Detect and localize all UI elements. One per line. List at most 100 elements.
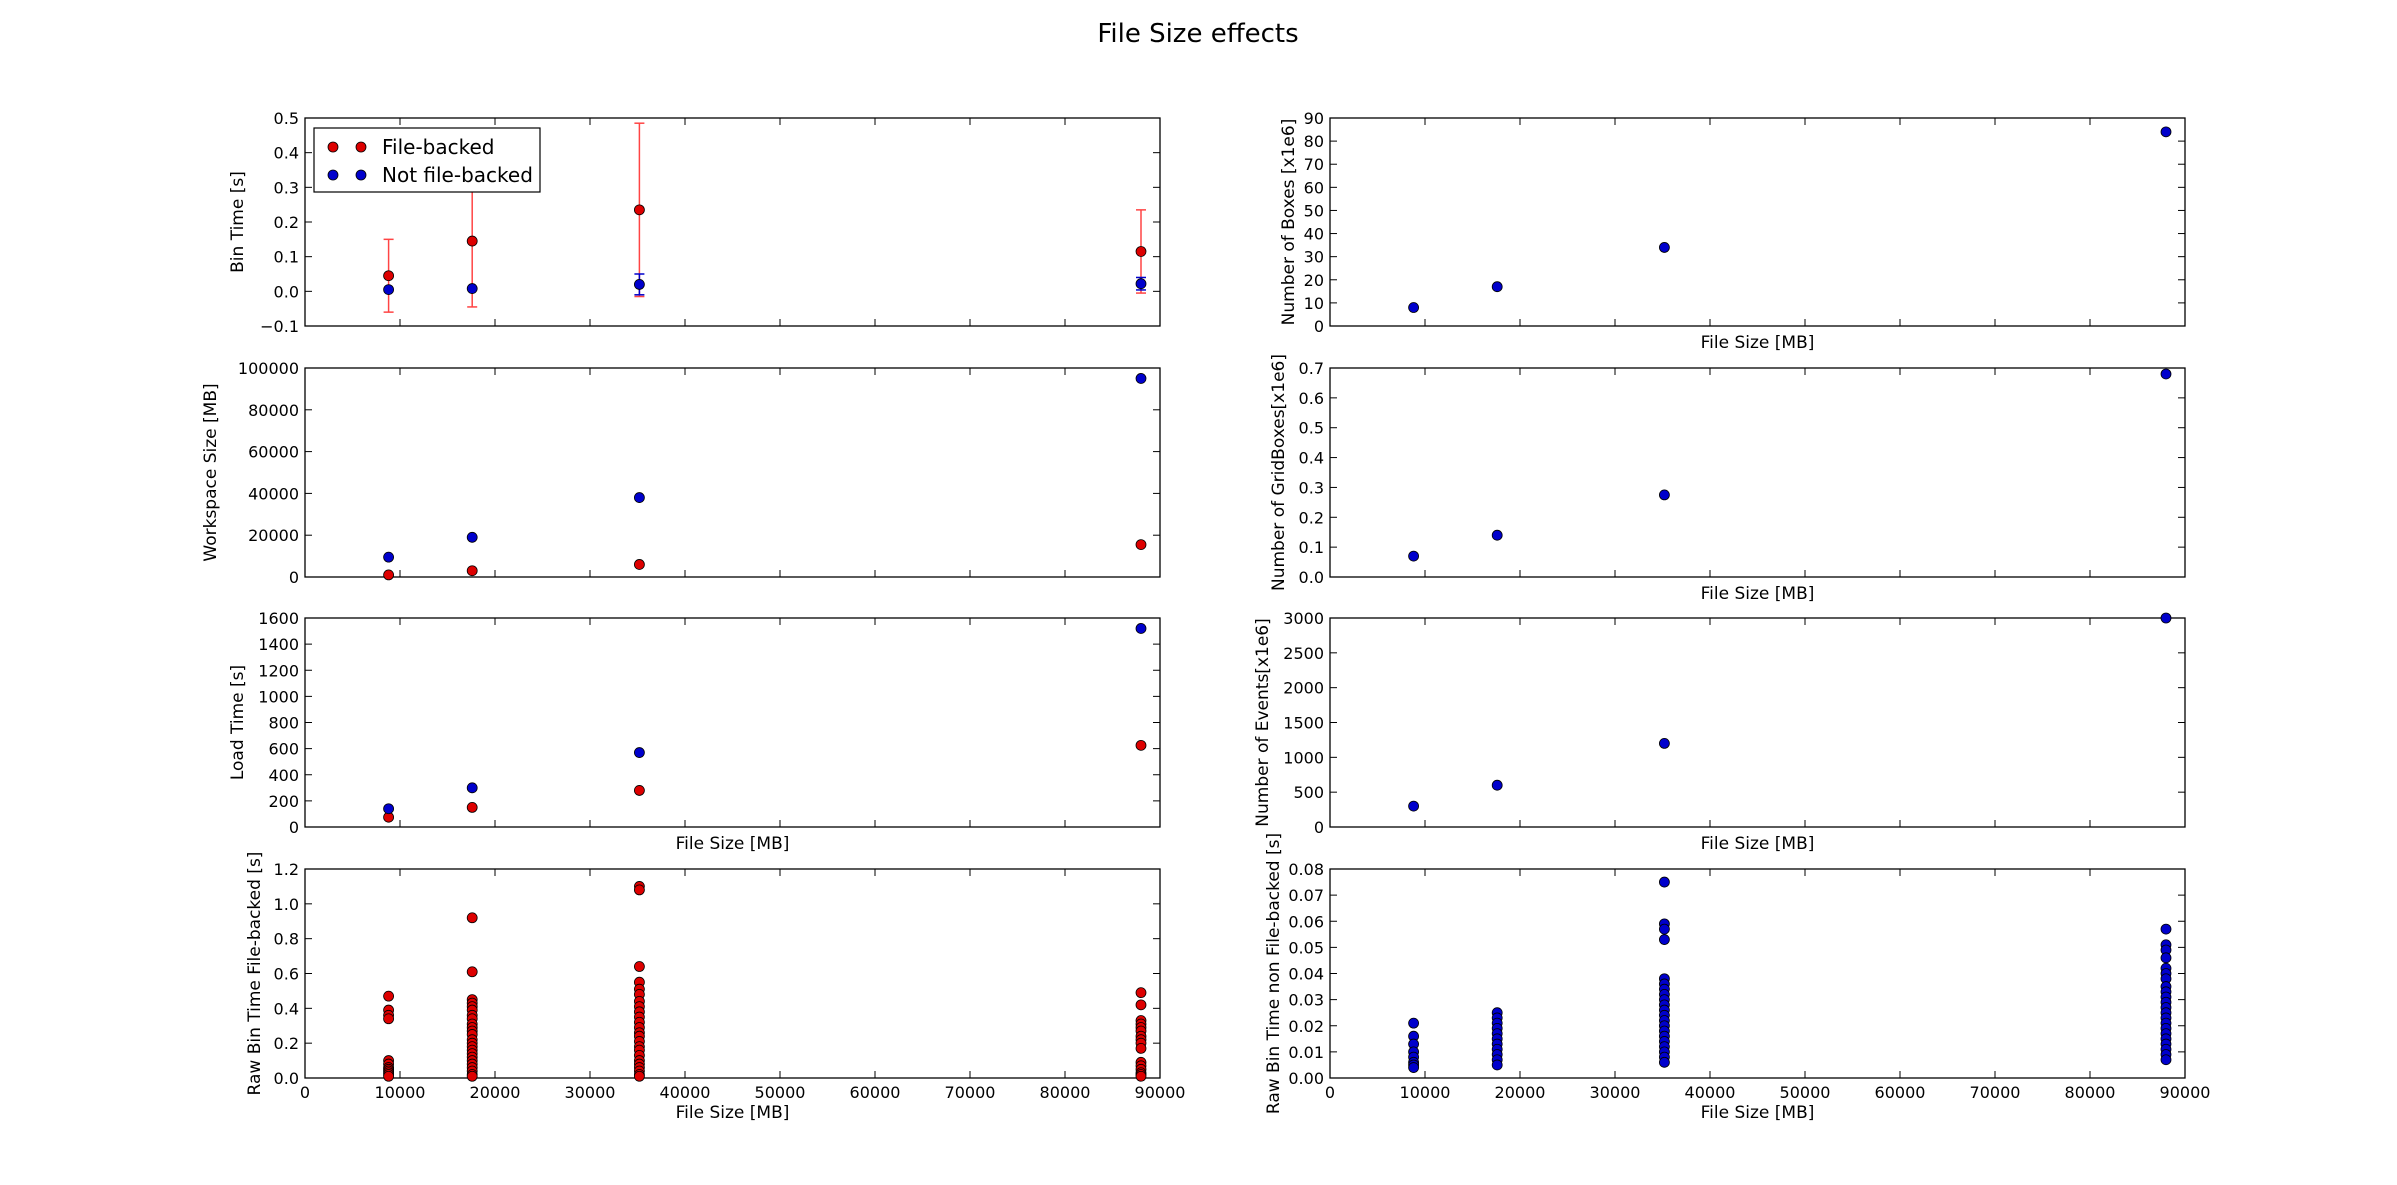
y-tick-label: 0.0 <box>274 282 299 301</box>
data-point <box>634 884 645 896</box>
y-tick-label: 0.2 <box>1299 508 1324 527</box>
x-axis-label: File Size [MB] <box>676 834 790 854</box>
panel-number-of-boxes: 0 10 20 30 40 50 60 70 80 90 File Size [MB] Number … <box>1279 109 2186 353</box>
legend-box <box>313 127 541 193</box>
y-tick-label: 2000 <box>1283 679 1324 698</box>
y-tick-label: 80 <box>1304 132 1324 151</box>
y-tick-label: 0 <box>1314 317 1324 336</box>
panel-workspace-size: 0 20000 40000 60000 80000 100000 Workspace Siz… <box>201 359 1161 587</box>
axes-frame <box>304 617 1161 828</box>
y-tick-label: 0.4 <box>1299 449 1324 468</box>
data-point <box>1135 739 1147 751</box>
data-point <box>1135 623 1147 634</box>
x-tick-label: 40000 <box>660 1083 711 1102</box>
figure-title: File Size effects <box>1097 19 1298 49</box>
y-tick-label: 0.3 <box>274 178 299 197</box>
y-tick-label: 70 <box>1304 155 1324 174</box>
data-point <box>466 912 478 924</box>
panel-bin-time: −0.1 0.0 0.1 0.2 0.3 0.4 0.5 Bin Time [s] File-b… <box>228 109 1161 336</box>
y-tick-label: 0.03 <box>1288 991 1324 1010</box>
legend: File-backed Not file-backed <box>313 127 541 193</box>
x-tick-label: 10000 <box>1400 1083 1451 1102</box>
data-point <box>1491 529 1503 541</box>
data-point <box>634 785 645 796</box>
y-tick-label: 2500 <box>1283 644 1324 663</box>
x-axis-label: File Size [MB] <box>1701 1103 1815 1123</box>
data-point <box>383 270 395 282</box>
x-tick-label: 40000 <box>1685 1083 1736 1102</box>
y-tick-label: 0.4 <box>274 999 299 1018</box>
data-point <box>634 278 645 290</box>
x-tick-label: 0 <box>300 1083 310 1102</box>
y-axis-label: Number of GridBoxes[x1e6] <box>1269 354 1289 591</box>
y-axis-label: Raw Bin Time File-backed [s] <box>245 852 265 1096</box>
data-point <box>1135 278 1147 290</box>
data-point <box>634 747 645 758</box>
x-tick-label: 70000 <box>945 1083 996 1102</box>
axes-frame <box>1329 868 2186 1079</box>
y-tick-label: 1400 <box>258 635 299 654</box>
x-axis-label: File Size [MB] <box>676 1103 790 1123</box>
x-axis-label: File Size [MB] <box>1701 834 1815 854</box>
x-tick-label: 10000 <box>375 1083 426 1102</box>
x-tick-label: 60000 <box>850 1083 901 1102</box>
y-axis-label: Raw Bin Time non File-backed [s] <box>1264 833 1284 1114</box>
data-point <box>1491 281 1503 293</box>
y-tick-label: 1.0 <box>274 895 299 914</box>
y-tick-label: 0.5 <box>274 109 299 128</box>
data-point <box>634 204 645 216</box>
legend-label: File-backed <box>382 135 495 159</box>
y-tick-label: 0.3 <box>1299 478 1324 497</box>
data-point <box>466 235 478 247</box>
data-point <box>1135 987 1147 999</box>
data-point <box>634 1070 645 1082</box>
data-point <box>2160 126 2172 138</box>
data-point <box>383 1013 395 1025</box>
data-point <box>383 990 395 1002</box>
x-axis-label: File Size [MB] <box>1701 584 1815 604</box>
data-point <box>1408 550 1419 562</box>
y-tick-label: 40 <box>1304 225 1324 244</box>
data-point <box>466 531 478 543</box>
legend-marker <box>327 141 339 153</box>
data-point <box>466 966 478 978</box>
y-tick-label: 0.8 <box>274 930 299 949</box>
y-tick-label: 800 <box>268 714 299 733</box>
panel-number-of-gridboxes: 0.0 0.1 0.2 0.3 0.4 0.5 0.6 0.7 File Size [MB] Nu… <box>1269 354 2186 604</box>
y-axis-label: Bin Time [s] <box>228 171 248 273</box>
data-point <box>466 782 478 794</box>
panel-raw-bin-time-non-file-backed: 0.00 0.01 0.02 0.03 0.04 0.05 0.06 0.07 0.08 0 100… <box>1264 833 2210 1123</box>
y-tick-label: 400 <box>268 766 299 785</box>
axes-frame <box>1329 117 2186 327</box>
y-tick-label: 60000 <box>248 443 299 462</box>
y-tick-label: 20000 <box>248 526 299 545</box>
y-tick-label: −0.1 <box>260 317 299 336</box>
y-tick-label: 60 <box>1304 178 1324 197</box>
data-point <box>466 283 478 294</box>
data-point <box>2160 368 2172 380</box>
data-point <box>466 802 478 813</box>
data-point <box>383 551 395 563</box>
y-tick-label: 50 <box>1304 201 1324 220</box>
y-axis-label: Number of Events[x1e6] <box>1253 618 1273 826</box>
data-point <box>1659 876 1670 888</box>
data-point <box>1491 779 1503 791</box>
data-point <box>466 1070 478 1082</box>
x-tick-label: 20000 <box>470 1083 521 1102</box>
y-tick-label: 0.0 <box>1299 568 1324 587</box>
axes-frame <box>304 868 1161 1079</box>
x-tick-label: 50000 <box>1780 1083 1831 1102</box>
y-tick-label: 0.1 <box>274 248 299 267</box>
y-tick-label: 0 <box>289 818 299 837</box>
data-point <box>466 565 478 577</box>
y-tick-label: 0.6 <box>1299 389 1324 408</box>
y-tick-label: 90 <box>1304 109 1324 128</box>
y-axis-label: Load Time [s] <box>228 665 248 780</box>
data-point <box>1135 539 1147 551</box>
y-tick-label: 1500 <box>1283 714 1324 733</box>
data-point <box>634 559 645 570</box>
data-point <box>1135 373 1147 384</box>
y-tick-label: 20 <box>1304 271 1324 290</box>
legend-marker <box>327 169 339 181</box>
